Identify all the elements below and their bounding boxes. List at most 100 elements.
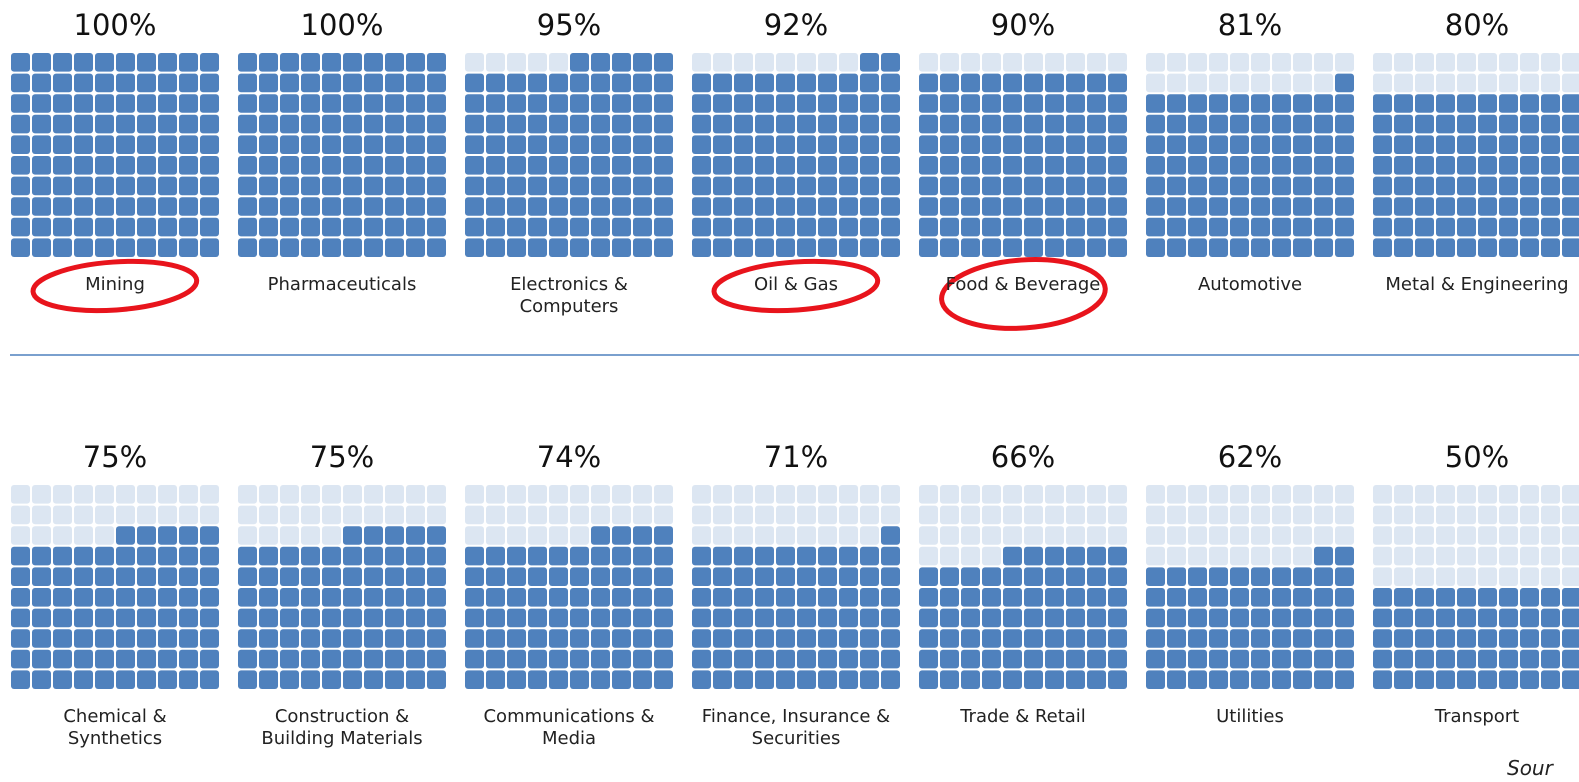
waffle-cell: [1045, 505, 1064, 525]
waffle-cell: [654, 94, 673, 113]
waffle-cell: [53, 505, 72, 525]
waffle-cell: [1209, 567, 1228, 586]
waffle-cell: [919, 670, 938, 689]
waffle-cell: [53, 649, 72, 669]
waffle-cell: [1335, 608, 1354, 628]
waffle-cell: [200, 197, 219, 216]
waffle-cell: [1415, 608, 1434, 628]
waffle-cell: [961, 53, 980, 72]
waffle-cell: [1478, 176, 1497, 196]
percent-label: 92%: [763, 8, 829, 42]
waffle-cell: [507, 217, 526, 237]
waffle-cell: [1499, 485, 1518, 504]
waffle-cell: [200, 217, 219, 237]
waffle-cell: [839, 629, 858, 648]
waffle-cell: [1562, 73, 1579, 93]
waffle-cell: [612, 156, 631, 175]
waffle-cell: [570, 176, 589, 196]
waffle-cell: [1066, 94, 1085, 113]
waffle-cell: [776, 197, 795, 216]
waffle-cell: [1394, 156, 1413, 175]
waffle-cell: [1146, 53, 1165, 72]
waffle-cell: [839, 94, 858, 113]
waffle-cell: [385, 567, 404, 586]
waffle-cell: [1293, 526, 1312, 545]
waffle-cell: [612, 526, 631, 545]
waffle-cell: [1188, 156, 1207, 175]
waffle-cell: [406, 156, 425, 175]
waffle-cell: [797, 114, 816, 134]
waffle-cell: [1520, 94, 1539, 113]
waffle-cell: [406, 670, 425, 689]
waffle-cell: [1209, 608, 1228, 628]
waffle-cell: [528, 629, 547, 648]
waffle-cell: [406, 588, 425, 607]
waffle-cell: [1209, 649, 1228, 669]
waffle-cell: [1188, 629, 1207, 648]
waffle-cell: [839, 608, 858, 628]
waffle-cell: [1373, 670, 1392, 689]
waffle-cell: [507, 649, 526, 669]
waffle-cell: [1209, 114, 1228, 134]
waffle-cell: [1209, 176, 1228, 196]
waffle-cell: [11, 567, 30, 586]
waffle-cell: [1335, 485, 1354, 504]
waffle-cell: [961, 176, 980, 196]
waffle-cell: [322, 156, 341, 175]
waffle-cell: [200, 114, 219, 134]
waffle-cell: [385, 135, 404, 154]
waffle-cell: [1499, 670, 1518, 689]
waffle-cell: [570, 114, 589, 134]
waffle-cell: [1520, 546, 1539, 566]
waffle: [692, 485, 900, 689]
waffle-cell: [343, 114, 362, 134]
waffle-cell: [1562, 238, 1579, 257]
waffle-cell: [1003, 629, 1022, 648]
waffle-cell: [1003, 649, 1022, 669]
waffle-cell: [549, 485, 568, 504]
waffle-cell: [137, 73, 156, 93]
waffle-cell: [713, 505, 732, 525]
waffle-cell: [1314, 217, 1333, 237]
waffle-cell: [465, 526, 484, 545]
waffle-cell: [427, 588, 446, 607]
waffle-cell: [919, 53, 938, 72]
waffle-cell: [797, 217, 816, 237]
waffle-cell: [654, 526, 673, 545]
waffle-cell: [1293, 53, 1312, 72]
waffle-cell: [259, 567, 278, 586]
waffle-cell: [322, 53, 341, 72]
waffle-cell: [507, 485, 526, 504]
waffle-cell: [385, 485, 404, 504]
waffle-cell: [238, 217, 257, 237]
waffle-cell: [940, 526, 959, 545]
waffle-cell: [385, 238, 404, 257]
waffle-cell: [633, 53, 652, 72]
waffle-cell: [301, 588, 320, 607]
waffle-cell: [654, 238, 673, 257]
waffle-cell: [364, 608, 383, 628]
waffle-cell: [1457, 670, 1476, 689]
waffle-cell: [797, 608, 816, 628]
waffle-cell: [1415, 197, 1434, 216]
waffle-cell: [591, 217, 610, 237]
waffle-cell: [1541, 114, 1560, 134]
waffle-cell: [1251, 73, 1270, 93]
waffle-cell: [1541, 197, 1560, 216]
waffle-cell: [1251, 94, 1270, 113]
waffle-cell: [549, 197, 568, 216]
waffle-cell: [301, 670, 320, 689]
waffle-cell: [713, 197, 732, 216]
waffle-cell: [1314, 114, 1333, 134]
waffle-cell: [549, 135, 568, 154]
waffle-cell: [116, 485, 135, 504]
waffle-cell: [1272, 629, 1291, 648]
waffle-cell: [713, 217, 732, 237]
waffle-cell: [158, 94, 177, 113]
waffle-cell: [1415, 156, 1434, 175]
waffle-cell: [1188, 608, 1207, 628]
waffle-cell: [776, 526, 795, 545]
waffle-cell: [53, 629, 72, 648]
waffle-cell: [1066, 485, 1085, 504]
waffle-cell: [1251, 135, 1270, 154]
